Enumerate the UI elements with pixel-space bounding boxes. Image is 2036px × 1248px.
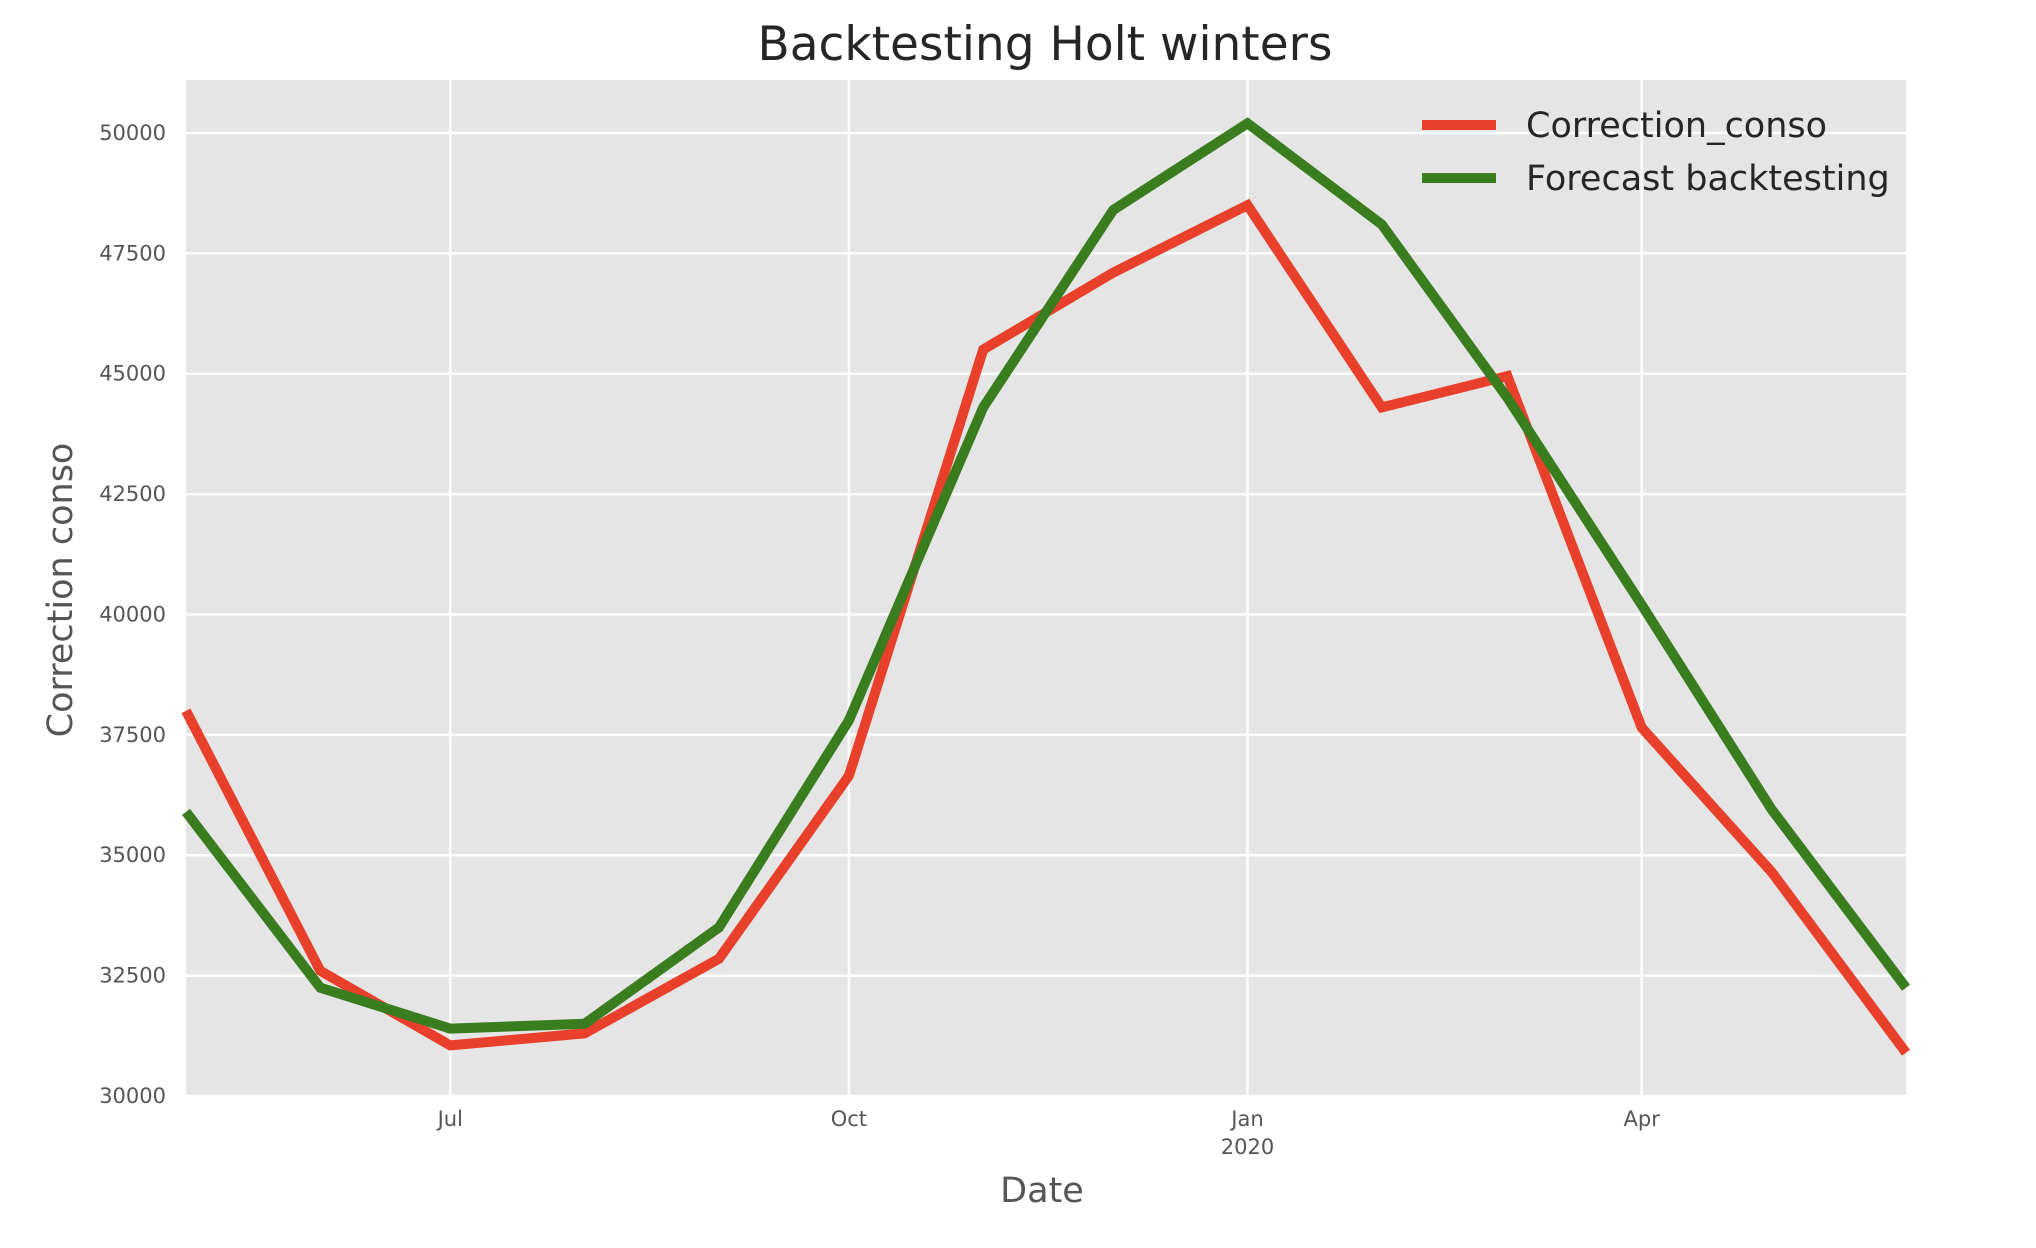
x-tick-sublabel: 2020 (1221, 1135, 1274, 1159)
x-axis-label: Date (1000, 1171, 1084, 1211)
y-axis-label: Correction conso (41, 443, 81, 738)
y-axis-ticks: 30000 32500 35000 37500 40000 42500 45000 47500… (99, 121, 166, 1108)
y-tick-label: 35000 (99, 843, 166, 867)
y-tick-label: 30000 (99, 1084, 166, 1108)
y-tick-label: 50000 (99, 121, 166, 145)
x-tick-label: Oct (831, 1107, 867, 1131)
y-tick-label: 42500 (99, 482, 166, 506)
plot-area (186, 80, 1906, 1096)
chart-title: Backtesting Holt winters (758, 17, 1333, 72)
x-axis-ticks: Jul Oct Jan 2020 Apr (436, 1107, 1661, 1159)
y-tick-label: 32500 (99, 964, 166, 988)
legend-label: Forecast backtesting (1526, 159, 1890, 199)
legend-label: Correction_conso (1526, 106, 1827, 146)
x-tick-label: Apr (1624, 1107, 1661, 1131)
y-tick-label: 37500 (99, 723, 166, 747)
y-tick-label: 45000 (99, 362, 166, 386)
x-tick-label: Jan (1229, 1107, 1263, 1131)
y-tick-label: 47500 (99, 241, 166, 265)
y-tick-label: 40000 (99, 602, 166, 626)
series-line (182, 117, 1910, 1034)
legend: Correction_conso Forecast backtesting (1422, 106, 1890, 199)
x-tick-label: Jul (436, 1107, 463, 1131)
grid (186, 80, 1906, 1098)
series-lines (181, 117, 1911, 1056)
